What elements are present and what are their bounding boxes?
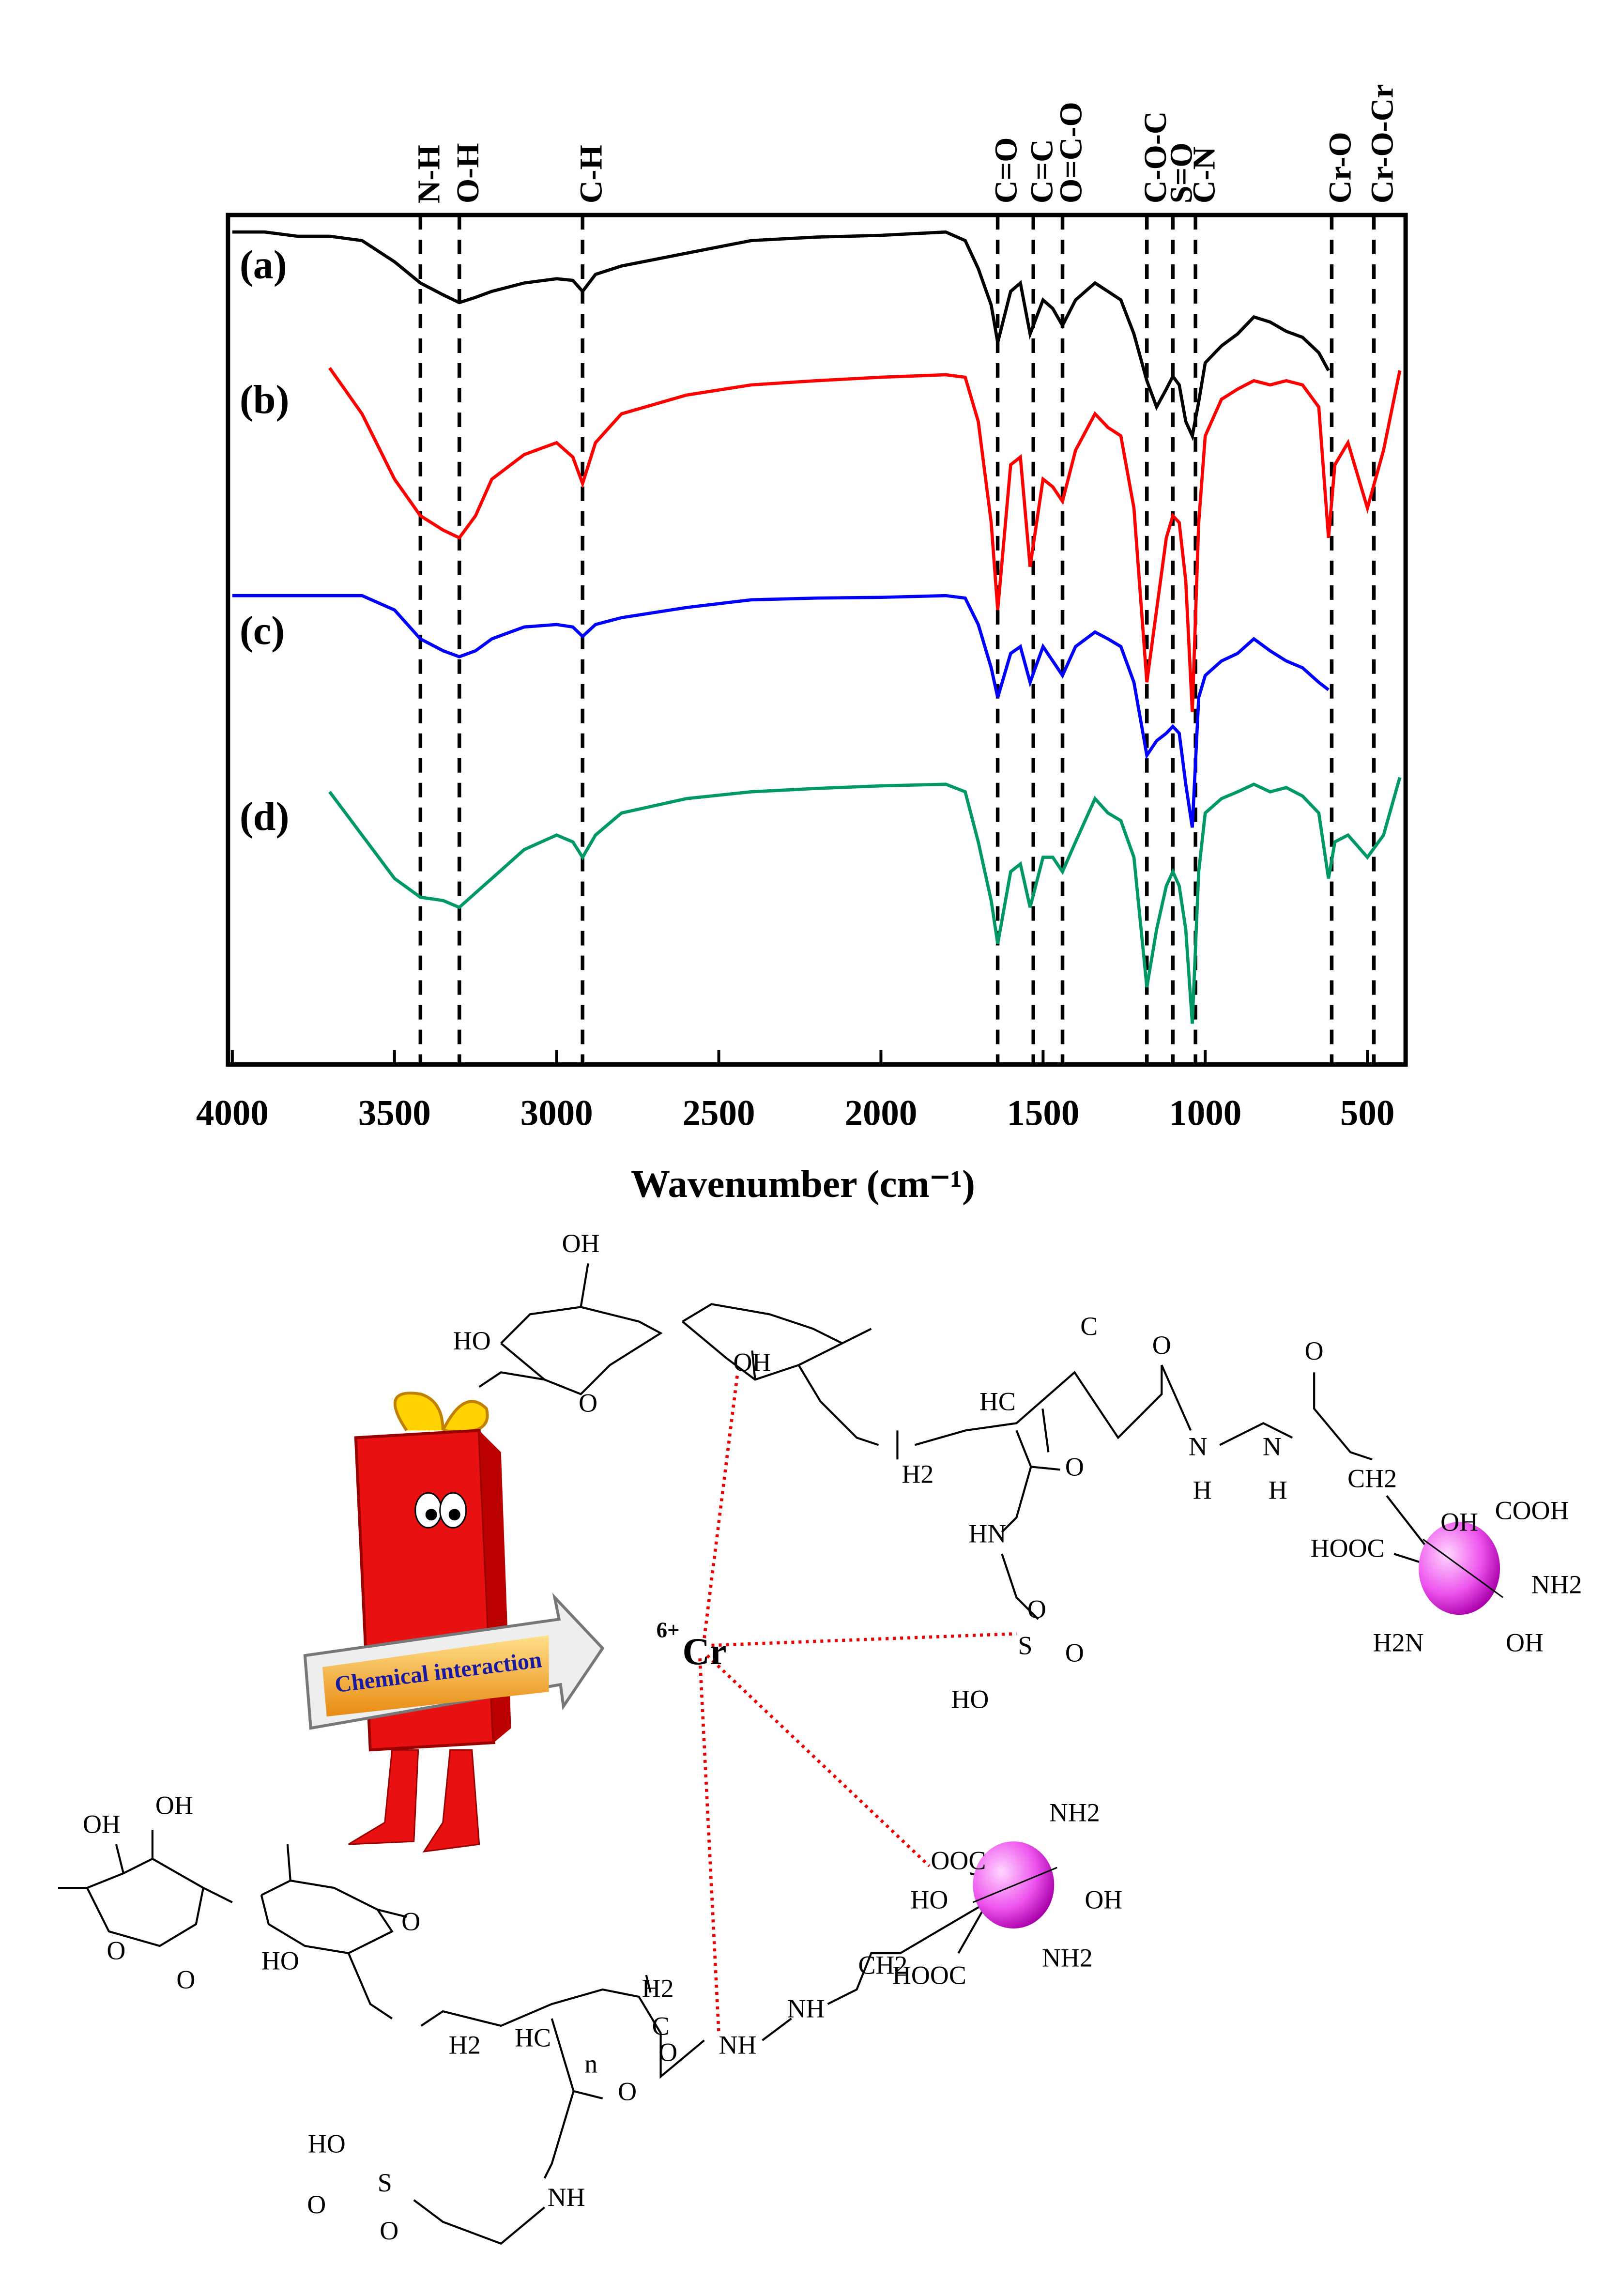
atom-label: O (579, 1389, 597, 1418)
series-label: (b) (240, 377, 290, 422)
atom-label: OOC (931, 1846, 986, 1875)
interaction-lines (698, 1372, 1017, 2034)
atom-label: O (1065, 1453, 1084, 1482)
x-tick-label: 500 (1340, 1093, 1394, 1133)
mascot (303, 1392, 605, 1852)
atom-label: HC (979, 1387, 1016, 1416)
atom-label: O (1152, 1331, 1171, 1360)
atom-label: O (658, 2037, 677, 2066)
peak-label: O=C-O (1054, 102, 1089, 203)
atom-label: OH (734, 1348, 771, 1377)
atom-label: HC (515, 2023, 551, 2052)
atom-label: HOOC (1311, 1534, 1385, 1563)
atom-label: OH (83, 1809, 121, 1838)
x-tick-label: 3000 (520, 1093, 593, 1133)
atom-label: C (1080, 1312, 1098, 1341)
x-tick-label: 3500 (358, 1093, 431, 1133)
peak-label: Cr-O (1323, 132, 1358, 203)
atom-label: N (1189, 1432, 1208, 1461)
atom-label: NH2 (1049, 1798, 1100, 1827)
atom-label: O (307, 2190, 326, 2219)
atom-label: H2 (642, 1974, 674, 2003)
atom-label: S (1018, 1631, 1032, 1660)
atom-label: O (1027, 1595, 1046, 1624)
atom-label: O (1065, 1638, 1084, 1668)
atom-label: OH (155, 1791, 193, 1820)
particle-line (972, 1867, 1057, 1903)
atom-label: N (1263, 1432, 1282, 1461)
plot-frame (226, 213, 1408, 1067)
x-tick-label: 1000 (1169, 1093, 1241, 1133)
atom-label: O (380, 2216, 398, 2245)
peak-label: C-H (573, 145, 609, 203)
atom-label: C (652, 2011, 670, 2040)
atom-label: H2 (902, 1460, 933, 1489)
peak-label: S=O (1163, 142, 1199, 203)
atom-label: OH (562, 1229, 600, 1258)
atom-label: NH (719, 2030, 757, 2059)
scheme-skeleton (58, 1263, 1438, 2245)
atom-label: OH (1506, 1628, 1544, 1657)
atom-label: HO (910, 1885, 948, 1914)
atom-label: H2N (1373, 1628, 1424, 1657)
x-tick-label: 1500 (1007, 1093, 1079, 1133)
x-tick-label: 4000 (196, 1093, 269, 1133)
ion-charge: 6+ (657, 1618, 680, 1642)
atom-label: HOOC (892, 1960, 966, 1990)
peak-label: C-N (1186, 147, 1222, 203)
peak-label: O-H (450, 143, 486, 203)
atom-label: O (401, 1907, 420, 1936)
series-line (328, 777, 1402, 1024)
atom-label: H (1269, 1476, 1287, 1505)
atom-label: S (378, 2168, 392, 2197)
ion: Cr (683, 1631, 727, 1672)
atom-label: OH (1440, 1508, 1478, 1537)
atom-label: NH2 (1531, 1570, 1582, 1599)
atom-label: NH (787, 1994, 825, 2023)
atom-label: CH2 (858, 1950, 907, 1979)
atom-label: H (1193, 1476, 1212, 1505)
series-label: (c) (240, 608, 285, 653)
atom-label: NH (548, 2183, 585, 2212)
atom-label: O (107, 1936, 125, 1965)
atom-label: HN (968, 1519, 1006, 1548)
series-line (232, 230, 1330, 442)
atom-label: O (1305, 1336, 1324, 1365)
particle-line (1422, 1539, 1503, 1598)
atom-label: n (584, 2049, 597, 2078)
peak-label: C-O-C (1138, 111, 1173, 204)
particle (1419, 1522, 1500, 1615)
peak-label: C=C (1024, 139, 1059, 203)
x-tick-label: 2500 (683, 1093, 755, 1133)
series-label: (d) (240, 794, 290, 839)
atom-label: HO (453, 1326, 491, 1355)
atom-label: OH (1085, 1885, 1122, 1914)
atom-label: COOH (1495, 1496, 1569, 1525)
atom-label: CH2 (1347, 1464, 1397, 1493)
peak-label: Cr-O-Cr (1365, 84, 1400, 203)
atom-label: O (176, 1965, 195, 1994)
atom-label: O (618, 2077, 637, 2106)
atom-label: HO (261, 1946, 299, 1975)
x-axis-label: Wavenumber (cm⁻¹) (631, 1162, 975, 1206)
atom-label: HO (951, 1685, 989, 1714)
x-tick-label: 2000 (844, 1093, 917, 1133)
atom-label: HO (308, 2129, 346, 2158)
series-line (328, 367, 1402, 712)
peak-label: N-H (411, 145, 446, 203)
atom-label: NH2 (1042, 1943, 1093, 1972)
peak-label: C=O (989, 138, 1024, 204)
atom-label: H2 (449, 2030, 481, 2059)
series-line (232, 594, 1330, 828)
series-label: (a) (240, 242, 287, 287)
